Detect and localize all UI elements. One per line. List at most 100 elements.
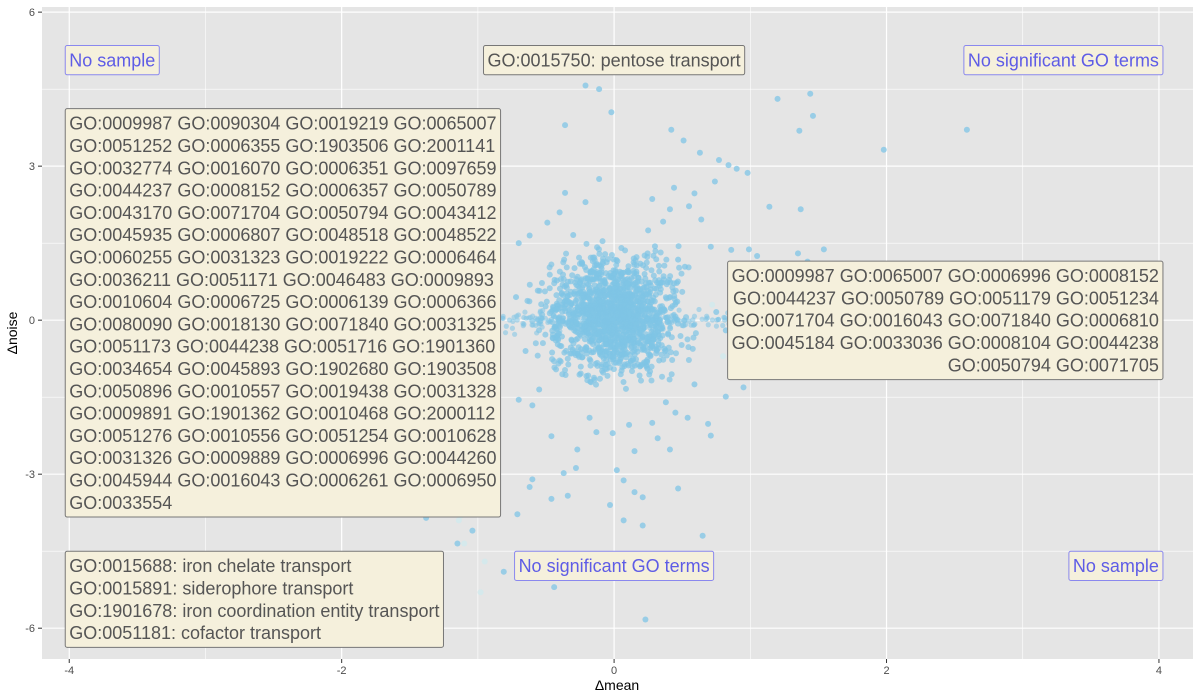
core-point	[583, 328, 590, 335]
core-point	[594, 244, 601, 251]
core-point	[678, 341, 685, 348]
band-point	[520, 323, 526, 329]
core-point	[566, 322, 573, 329]
core-point	[677, 333, 684, 340]
annotation-labels: No sample GO:0015750: pentose transport No…	[64, 45, 1164, 648]
y-tick-label: 0	[29, 315, 35, 327]
data-point	[593, 429, 600, 436]
data-point	[645, 227, 652, 234]
core-point	[576, 371, 583, 378]
data-point	[596, 86, 603, 93]
core-point	[526, 281, 533, 288]
annotation-line: GO:0051181: cofactor transport	[69, 623, 321, 643]
data-point	[963, 126, 970, 133]
axis-ticks: -4 -2 0 2 4 -6 -3 0 3 6	[25, 7, 1162, 677]
core-point	[529, 318, 536, 325]
faded-data-point	[477, 589, 484, 596]
data-point	[548, 433, 555, 440]
annotation-box	[1068, 550, 1164, 581]
core-point	[587, 362, 594, 369]
core-point	[647, 282, 654, 289]
data-point	[515, 396, 522, 403]
core-point	[639, 333, 646, 340]
data-point	[754, 252, 761, 259]
core-point	[601, 286, 608, 293]
annotation-box	[64, 45, 160, 76]
core-point	[572, 336, 579, 343]
annotation-line: GO:0015750: pentose transport	[488, 51, 741, 71]
core-point	[634, 361, 641, 368]
annotation-box	[727, 260, 1164, 381]
data-point	[564, 492, 571, 499]
annotation-line: GO:0032774 GO:0016070 GO:0006351 GO:0097…	[69, 158, 496, 178]
core-point	[581, 336, 588, 343]
core-point	[578, 293, 585, 300]
data-point	[715, 156, 722, 163]
core-point	[596, 282, 603, 289]
core-point	[649, 306, 656, 313]
data-point	[639, 522, 646, 529]
core-point	[580, 300, 587, 307]
core-point	[631, 261, 638, 268]
data-point	[639, 494, 646, 501]
core-point	[539, 340, 546, 347]
core-point	[588, 307, 595, 314]
core-point	[549, 349, 556, 356]
core-point	[537, 318, 544, 325]
core-point	[583, 350, 590, 357]
core-point	[560, 276, 567, 283]
y-tick-label: 6	[29, 7, 35, 19]
core-point	[680, 322, 687, 329]
core-point	[586, 288, 593, 295]
core-point	[526, 298, 533, 305]
annotation-line: GO:0009987 GO:0090304 GO:0019219 GO:0065…	[69, 114, 496, 134]
core-point	[658, 342, 665, 349]
data-point	[582, 199, 589, 206]
data-point	[570, 231, 577, 238]
core-point	[645, 351, 652, 358]
core-point	[685, 344, 692, 351]
core-point	[676, 264, 683, 271]
annotation-bottom-right: No sample	[1068, 550, 1164, 581]
annotation-line: GO:0009987 GO:0065007 GO:0006996 GO:0008…	[732, 266, 1159, 286]
core-point	[632, 298, 639, 305]
band-point	[690, 322, 697, 328]
core-point	[574, 273, 581, 280]
core-point	[553, 300, 560, 307]
core-point	[536, 327, 543, 334]
data-point	[572, 465, 579, 472]
data-point	[454, 540, 461, 547]
core-point	[657, 286, 664, 293]
core-point	[603, 341, 610, 348]
annotation-line: No significant GO terms	[519, 556, 710, 576]
annotation-middle-left: GO:0009987 GO:0090304 GO:0019219 GO:0065…	[64, 108, 502, 518]
core-point	[542, 303, 549, 310]
core-point	[553, 292, 560, 299]
core-point	[657, 249, 664, 256]
core-point	[649, 297, 656, 304]
core-point	[648, 267, 655, 274]
annotation-top-left: No sample	[64, 45, 160, 76]
annotation-line: GO:0015891: siderophore transport	[69, 578, 353, 598]
band-point	[499, 315, 505, 321]
core-point	[553, 306, 560, 313]
annotation-line: GO:0015688: iron chelate transport	[69, 556, 351, 576]
data-point	[560, 470, 567, 477]
core-point	[624, 280, 631, 287]
data-point	[642, 616, 649, 623]
annotation-box	[514, 550, 715, 581]
core-point	[558, 291, 565, 298]
core-point	[617, 355, 624, 362]
core-point	[586, 356, 593, 363]
core-point	[648, 317, 655, 324]
core-point	[596, 306, 603, 313]
core-point	[664, 314, 671, 321]
data-point	[607, 501, 614, 508]
data-point	[631, 448, 638, 455]
annotation-line: GO:0044237 GO:0008152 GO:0006357 GO:0050…	[69, 181, 496, 201]
core-point	[642, 275, 649, 282]
annotation-line: GO:1901678: iron coordination entity tra…	[69, 601, 439, 621]
core-point	[627, 337, 634, 344]
band-point	[522, 309, 528, 315]
core-point	[573, 319, 580, 326]
